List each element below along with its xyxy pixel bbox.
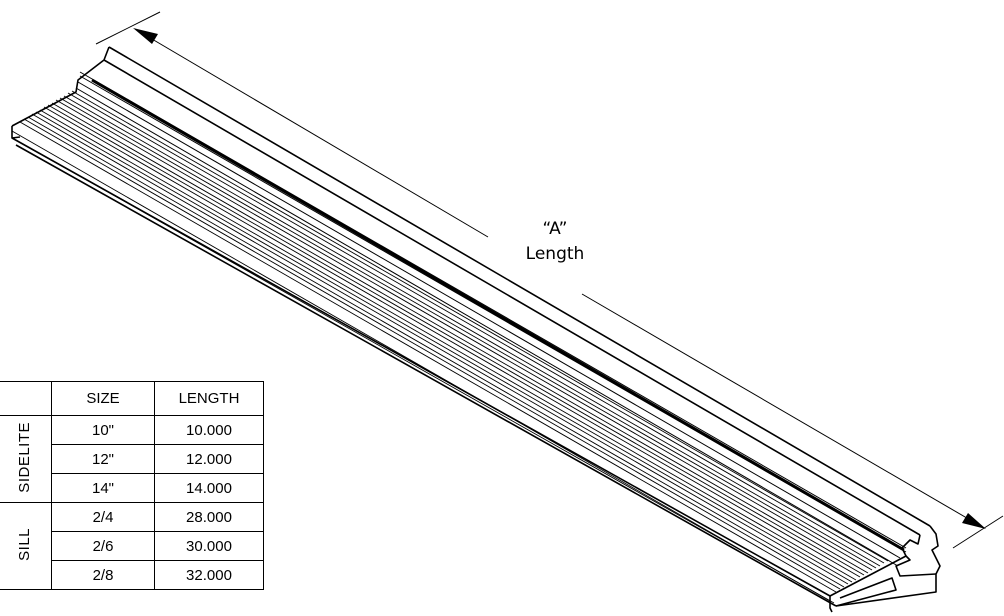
size-cell: 2/4	[51, 502, 155, 532]
length-cell: 14.000	[154, 473, 264, 503]
extension-line-left	[95, 11, 161, 45]
table-header-row: SIZE LENGTH	[0, 381, 264, 416]
table-row: SILL 2/4 28.000	[0, 502, 264, 590]
tread-ribs	[19, 90, 889, 593]
size-cell: 2/6	[51, 531, 155, 561]
weather-strip	[91, 78, 905, 552]
table-row: 2/6 30.000	[0, 531, 264, 561]
table-header-size: SIZE	[51, 381, 155, 416]
size-length-table: SIZE LENGTH SIDELITE 10" 10.000 12" 12.0…	[0, 381, 264, 590]
table-row: 14" 14.000	[0, 473, 264, 503]
dimension-line	[134, 28, 985, 529]
sill-body	[11, 46, 941, 613]
size-cell: 12"	[51, 444, 155, 474]
table-row: SIDELITE 10" 10.000	[0, 415, 264, 503]
extension-line-right	[952, 515, 1004, 549]
group-label-text: SILL	[16, 527, 33, 561]
length-cell: 30.000	[154, 531, 264, 561]
dimension-label-text: Length	[525, 244, 585, 264]
front-face	[11, 130, 835, 604]
size-cell: 14"	[51, 473, 155, 503]
table-header-group	[0, 381, 52, 416]
table-header-length: LENGTH	[154, 381, 264, 416]
length-cell: 32.000	[154, 560, 264, 590]
dimension-arrow-right	[962, 513, 986, 529]
size-cell: 10"	[51, 415, 155, 445]
group-label-sill: SILL	[0, 502, 52, 590]
length-cell: 10.000	[154, 415, 264, 445]
dimension-label-letter: “A”	[542, 219, 568, 239]
table-row: 2/8 32.000	[0, 560, 264, 590]
size-cell: 2/8	[51, 560, 155, 590]
dimension-label: “A” Length	[500, 217, 610, 267]
length-cell: 12.000	[154, 444, 264, 474]
group-label-text: SIDELITE	[16, 421, 33, 493]
dimension-arrow-left	[133, 28, 158, 44]
group-label-sidelite: SIDELITE	[0, 415, 52, 503]
length-cell: 28.000	[154, 502, 264, 532]
